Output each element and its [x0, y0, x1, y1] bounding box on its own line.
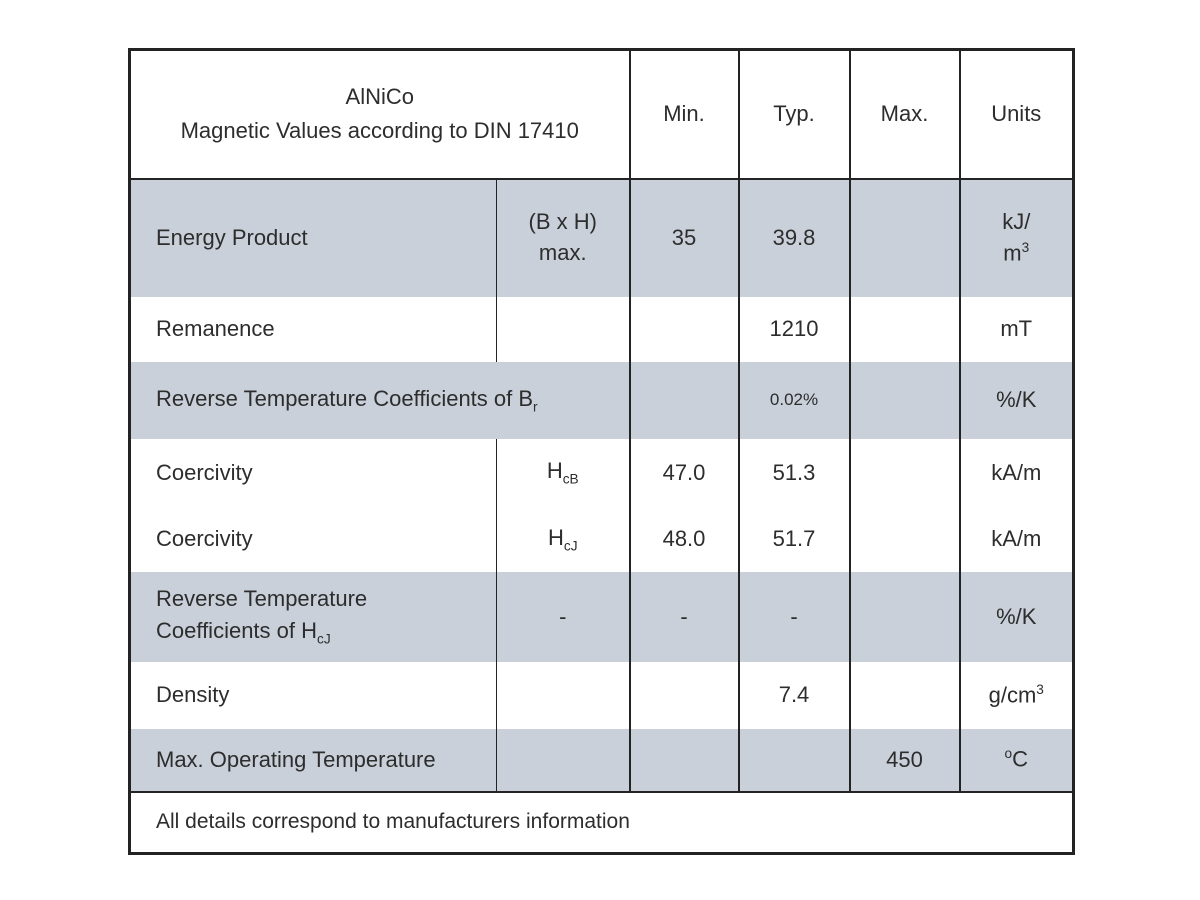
cell-min-empty	[628, 728, 739, 792]
cell-units: g/cm3	[958, 661, 1074, 729]
cell-units: kJ/ m3	[958, 178, 1074, 297]
row-symbol: -	[496, 571, 630, 662]
label-subscript: r	[533, 399, 538, 415]
material-name: AlNiCo	[345, 84, 414, 110]
cell-typ: 7.4	[737, 661, 850, 729]
cell-units: %/K	[958, 361, 1074, 439]
row-remanence: Remanence 1210 mT	[130, 296, 1074, 362]
symbol-base: H	[547, 524, 564, 550]
row-label: Coercivity	[156, 459, 253, 485]
row-symbol-empty	[496, 661, 630, 729]
cell-max-empty	[848, 296, 960, 362]
cell-max-empty	[848, 178, 960, 297]
column-header-max: Max.	[848, 49, 960, 180]
cell-typ: 51.7	[737, 506, 850, 572]
row-symbol: (B x H) max.	[496, 178, 630, 297]
cell-max-empty	[848, 361, 960, 439]
row-coercivity-hcj: Coercivity HcJ 48.0 51.7 kA/m	[130, 506, 1074, 572]
column-header-units: Units	[958, 49, 1074, 180]
row-coercivity-hcb: Coercivity HcB 47.0 51.3 kA/m	[130, 438, 1074, 507]
row-rev-temp-coeff-hcj: Reverse Temperature Coefficients of HcJ …	[129, 571, 1074, 662]
column-header-typ: Typ.	[737, 49, 850, 180]
row-label: Reverse Temperature Coefficients of HcJ	[129, 571, 497, 662]
unit-base: g/cm	[988, 682, 1037, 708]
symbol-line1: (B x H)	[528, 209, 597, 235]
cell-min-empty	[628, 361, 739, 439]
symbol-base: H	[546, 458, 563, 484]
cell-units: %/K	[958, 571, 1074, 662]
unit-line1: kJ/	[1002, 209, 1031, 235]
row-label: Coercivity	[156, 526, 253, 552]
cell-typ: 51.3	[737, 438, 850, 507]
cell-min: 47.0	[628, 438, 739, 507]
cell-max-empty	[848, 571, 960, 662]
cell-max: 450	[848, 728, 960, 792]
magnetic-values-table: AlNiCo Magnetic Values according to DIN …	[128, 48, 1075, 855]
row-label: Reverse Temperature Coefficients of Br	[129, 361, 630, 439]
row-symbol-empty	[496, 296, 630, 362]
spec-table-container: AlNiCo Magnetic Values according to DIN …	[128, 48, 1075, 855]
symbol-line2: max.	[538, 240, 587, 265]
row-label: Energy Product	[129, 178, 497, 297]
label-base: Reverse Temperature Coefficients of B	[156, 385, 534, 411]
label-line2: Coefficients of HcJ	[156, 615, 496, 649]
cell-typ: 0.02%	[737, 361, 850, 439]
degree-symbol: o	[1004, 746, 1013, 762]
cell-units: mT	[958, 296, 1074, 362]
cell-typ: -	[737, 571, 850, 662]
cell-max-empty	[848, 661, 960, 729]
cell-units: oC	[958, 728, 1074, 792]
cell-typ: 1210	[737, 296, 850, 362]
row-symbol-empty	[496, 728, 630, 792]
table-subtitle: Magnetic Values according to DIN 17410	[180, 118, 579, 144]
unit-exponent: 3	[1036, 681, 1044, 697]
footer-note: All details correspond to manufacturers …	[129, 790, 1074, 854]
cell-typ: 39.8	[737, 178, 850, 297]
footer-row: All details correspond to manufacturers …	[129, 790, 1074, 854]
cell-typ-empty	[737, 728, 850, 792]
row-label: Density	[156, 682, 230, 708]
cell-min-empty	[628, 661, 739, 729]
unit-base: m	[1003, 240, 1022, 266]
row-max-operating-temperature: Max. Operating Temperature 450 oC	[129, 728, 1074, 792]
table-title-cell: AlNiCo Magnetic Values according to DIN …	[129, 49, 630, 180]
cell-max-empty	[848, 506, 960, 572]
cell-units: kA/m	[958, 506, 1074, 572]
cell-units: kA/m	[958, 438, 1074, 507]
unit-exponent: 3	[1021, 239, 1030, 255]
column-header-min: Min.	[628, 49, 739, 180]
row-rev-temp-coeff-br: Reverse Temperature Coefficients of Br 0…	[129, 361, 1074, 439]
row-density: Density 7.4 g/cm3	[130, 661, 1074, 729]
symbol-subscript: cJ	[563, 538, 578, 554]
label-base: Coefficients of H	[156, 618, 318, 644]
row-label: Max. Operating Temperature	[129, 728, 497, 792]
cell-max-empty	[848, 438, 960, 507]
cell-min: -	[628, 571, 739, 662]
row-label: Remanence	[156, 316, 275, 342]
cell-min-empty	[628, 296, 739, 362]
row-symbol: HcJ	[496, 506, 630, 572]
symbol-subscript: cB	[562, 471, 579, 487]
row-energy-product: Energy Product (B x H) max. 35 39.8 kJ/ …	[129, 178, 1074, 297]
row-symbol: HcB	[496, 438, 630, 507]
unit-line2: m3	[961, 238, 1073, 269]
label-subscript: cJ	[317, 631, 331, 647]
unit-base: C	[1012, 746, 1028, 772]
header-row: AlNiCo Magnetic Values according to DIN …	[129, 49, 1074, 180]
label-line1: Reverse Temperature	[156, 586, 368, 612]
cell-min: 35	[628, 178, 739, 297]
cell-min: 48.0	[628, 506, 739, 572]
